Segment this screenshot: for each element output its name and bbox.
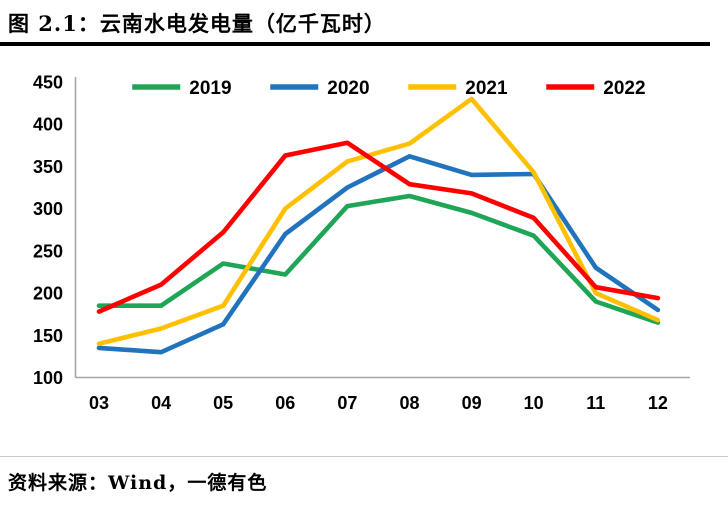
line-chart: 100 150 200 250 300 350 400 450 03 04 05 06 07 08 09 10… bbox=[33, 73, 690, 413]
x-tick-label-06: 06 bbox=[275, 393, 295, 413]
x-tick-label-07: 07 bbox=[337, 393, 357, 413]
y-tick-label-100: 100 bbox=[33, 368, 63, 388]
x-tick-label-09: 09 bbox=[462, 393, 482, 413]
y-tick-label-150: 150 bbox=[33, 326, 63, 346]
series-line-2022 bbox=[96, 140, 661, 314]
legend-label-2020: 2020 bbox=[327, 78, 369, 99]
y-tick-label-250: 250 bbox=[33, 241, 63, 261]
chart-area: 100 150 200 250 300 350 400 450 03 04 05 06 07 08 09 10… bbox=[33, 73, 690, 413]
legend-label-2021: 2021 bbox=[465, 78, 508, 99]
source-note: 资料来源：Wind，一德有色 bbox=[8, 472, 268, 494]
y-tick-label-200: 200 bbox=[33, 284, 63, 304]
footer-divider bbox=[0, 456, 728, 457]
title-divider bbox=[0, 42, 710, 46]
y-tick-label-450: 450 bbox=[33, 73, 63, 93]
x-tick-label-10: 10 bbox=[524, 393, 544, 413]
series-line-2019 bbox=[96, 193, 661, 325]
x-tick-label-05: 05 bbox=[213, 393, 233, 413]
x-tick-label-03: 03 bbox=[89, 393, 109, 413]
series-line-2020 bbox=[96, 154, 661, 355]
x-tick-label-08: 08 bbox=[399, 393, 419, 413]
legend-label-2022: 2022 bbox=[603, 78, 645, 99]
chart-title: 图 2.1：云南水电发电量（亿千瓦时） bbox=[8, 11, 386, 36]
x-tick-label-12: 12 bbox=[648, 393, 668, 413]
y-tick-label-300: 300 bbox=[33, 199, 63, 219]
series-line-2021 bbox=[96, 96, 661, 347]
y-tick-label-400: 400 bbox=[33, 115, 63, 135]
x-tick-label-11: 11 bbox=[586, 393, 605, 413]
x-tick-label-04: 04 bbox=[151, 393, 171, 413]
y-tick-label-350: 350 bbox=[33, 157, 63, 177]
legend-label-2019: 2019 bbox=[189, 78, 231, 99]
